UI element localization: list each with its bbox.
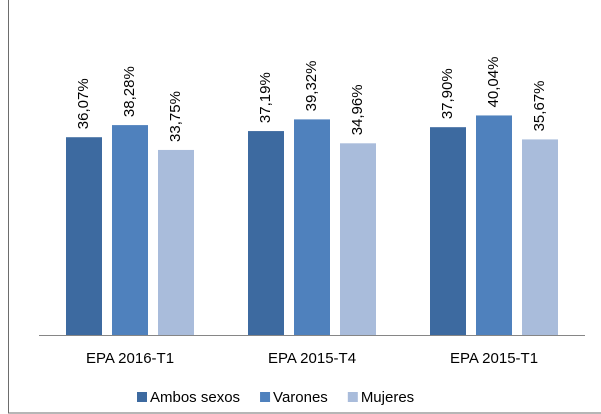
data-label: 36,07% <box>75 78 92 129</box>
bar <box>476 115 512 336</box>
bar <box>248 131 284 335</box>
legend-label: Varones <box>273 389 328 406</box>
x-tick-label: EPA 2015-T1 <box>450 350 538 367</box>
data-label: 34,96% <box>349 84 366 135</box>
x-tick-label: EPA 2016-T1 <box>86 350 174 367</box>
legend-label: Ambos sexos <box>150 389 240 406</box>
data-label: 40,04% <box>485 57 502 108</box>
legend-swatch <box>260 392 271 402</box>
data-label: 39,32% <box>303 61 320 112</box>
bar <box>66 137 102 335</box>
bar <box>430 127 466 335</box>
bar <box>112 125 148 336</box>
legend-swatch <box>137 392 147 402</box>
data-label: 37,19% <box>257 72 274 123</box>
legend-label: Mujeres <box>361 389 414 406</box>
data-label: 37,90% <box>439 68 456 119</box>
x-tick-label: EPA 2015-T4 <box>268 350 356 367</box>
data-label: 38,28% <box>121 66 138 117</box>
bar <box>522 139 558 335</box>
legend-swatch <box>347 392 358 402</box>
bar <box>294 119 330 336</box>
data-label: 33,75% <box>167 91 184 142</box>
data-label: 35,67% <box>531 81 548 132</box>
bar <box>158 149 194 335</box>
bar <box>340 143 376 335</box>
